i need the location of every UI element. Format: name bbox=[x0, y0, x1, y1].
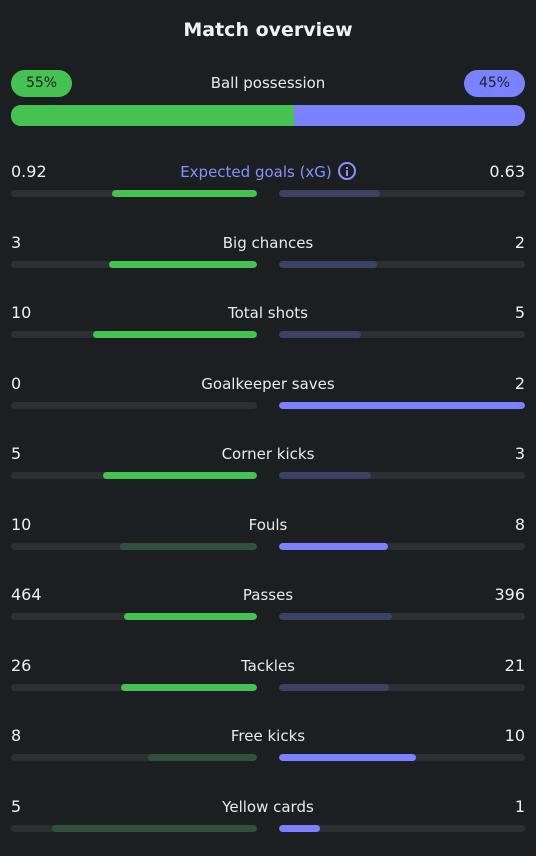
away-bar-fill bbox=[279, 543, 389, 550]
stat-label-text: Expected goals (xG) bbox=[180, 163, 332, 181]
away-value: 2 bbox=[514, 374, 525, 393]
home-bar-fill bbox=[120, 543, 257, 550]
away-value: 0.63 bbox=[489, 162, 525, 181]
stat-label-text: Total shots bbox=[228, 304, 308, 322]
away-value: 10 bbox=[504, 726, 525, 745]
home-bar-fill bbox=[124, 613, 257, 620]
away-value: 3 bbox=[514, 444, 525, 463]
away-value: 396 bbox=[494, 585, 525, 604]
home-value: 10 bbox=[11, 303, 32, 322]
away-bar-track bbox=[279, 543, 525, 550]
possession-header: Ball possession 55% 45% bbox=[11, 70, 525, 97]
away-bar-fill bbox=[279, 331, 361, 338]
away-bar-fill bbox=[279, 472, 372, 479]
home-bar-fill bbox=[120, 684, 257, 691]
away-bar-track bbox=[279, 825, 525, 832]
stat-row: 0 Goalkeeper saves 2 bbox=[11, 373, 525, 413]
away-bar-track bbox=[279, 190, 525, 197]
away-bar-track bbox=[279, 472, 525, 479]
stat-row: 0.92 Expected goals (xG) 0.63 bbox=[11, 161, 525, 201]
stat-row: 8 Free kicks 10 bbox=[11, 725, 525, 765]
away-bar-track bbox=[279, 331, 525, 338]
home-bar-fill bbox=[92, 331, 257, 338]
info-icon[interactable] bbox=[337, 161, 356, 180]
stat-row: 10 Fouls 8 bbox=[11, 514, 525, 554]
home-value: 464 bbox=[11, 585, 42, 604]
possession-bar bbox=[11, 105, 525, 126]
stat-label: Total shots bbox=[11, 302, 525, 324]
home-bar-track bbox=[11, 825, 257, 832]
home-bar-fill bbox=[147, 754, 257, 761]
home-bar-track bbox=[11, 684, 257, 691]
home-bar-fill bbox=[103, 472, 257, 479]
home-bar-track bbox=[11, 331, 257, 338]
stat-label: Corner kicks bbox=[11, 443, 525, 465]
away-value: 1 bbox=[514, 797, 525, 816]
possession-label: Ball possession bbox=[210, 74, 326, 92]
home-value: 10 bbox=[11, 515, 32, 534]
stat-row: 464 Passes 396 bbox=[11, 584, 525, 624]
stat-row: 3 Big chances 2 bbox=[11, 232, 525, 272]
away-bar-fill bbox=[279, 825, 321, 832]
stat-label-text: Passes bbox=[242, 586, 294, 604]
away-bar-fill bbox=[279, 684, 389, 691]
panel-title: Match overview bbox=[183, 19, 353, 41]
away-value: 2 bbox=[514, 233, 525, 252]
home-bar-track bbox=[11, 190, 257, 197]
away-bar-track bbox=[279, 754, 525, 761]
away-bar-track bbox=[279, 613, 525, 620]
stat-label: Big chances bbox=[11, 232, 525, 254]
away-possession-badge: 45% bbox=[464, 70, 525, 97]
home-bar-fill bbox=[52, 825, 257, 832]
possession-home-fill bbox=[11, 105, 294, 126]
away-bar-track bbox=[279, 684, 525, 691]
away-bar-track bbox=[279, 261, 525, 268]
home-value: 5 bbox=[11, 444, 22, 463]
home-bar-track bbox=[11, 472, 257, 479]
stat-row: 5 Yellow cards 1 bbox=[11, 796, 525, 836]
stat-row: 26 Tackles 21 bbox=[11, 655, 525, 695]
home-value: 5 bbox=[11, 797, 22, 816]
away-value: 21 bbox=[504, 656, 525, 675]
home-bar-track bbox=[11, 754, 257, 761]
stat-label: Goalkeeper saves bbox=[11, 373, 525, 395]
stat-row: 10 Total shots 5 bbox=[11, 302, 525, 342]
home-bar-track bbox=[11, 543, 257, 550]
stat-label: Free kicks bbox=[11, 725, 525, 747]
home-bar-track bbox=[11, 402, 257, 409]
away-bar-fill bbox=[279, 613, 393, 620]
stat-label[interactable]: Expected goals (xG) bbox=[11, 161, 525, 183]
stat-label-text: Free kicks bbox=[230, 727, 306, 745]
home-value: 0.92 bbox=[11, 162, 47, 181]
stat-label-text: Yellow cards bbox=[222, 798, 314, 816]
stat-label-text: Fouls bbox=[248, 516, 288, 534]
away-value: 5 bbox=[514, 303, 525, 322]
stat-label: Tackles bbox=[11, 655, 525, 677]
home-bar-track bbox=[11, 261, 257, 268]
stat-label-text: Goalkeeper saves bbox=[201, 375, 335, 393]
stat-label: Yellow cards bbox=[11, 796, 525, 818]
home-value: 0 bbox=[11, 374, 22, 393]
away-bar-fill bbox=[279, 261, 378, 268]
stat-label: Fouls bbox=[11, 514, 525, 536]
away-bar-fill bbox=[279, 754, 416, 761]
home-bar-fill bbox=[109, 261, 257, 268]
stat-label-text: Corner kicks bbox=[221, 445, 315, 463]
away-bar-fill bbox=[279, 190, 380, 197]
home-possession-badge: 55% bbox=[11, 70, 72, 97]
stat-label: Passes bbox=[11, 584, 525, 606]
stat-row: 5 Corner kicks 3 bbox=[11, 443, 525, 483]
away-bar-fill bbox=[279, 402, 525, 409]
away-value: 8 bbox=[514, 515, 525, 534]
home-bar-fill bbox=[111, 190, 257, 197]
stat-label-text: Tackles bbox=[240, 657, 296, 675]
away-bar-track bbox=[279, 402, 525, 409]
stat-label-text: Big chances bbox=[222, 234, 314, 252]
home-bar-track bbox=[11, 613, 257, 620]
home-value: 8 bbox=[11, 726, 22, 745]
home-value: 3 bbox=[11, 233, 22, 252]
home-value: 26 bbox=[11, 656, 32, 675]
